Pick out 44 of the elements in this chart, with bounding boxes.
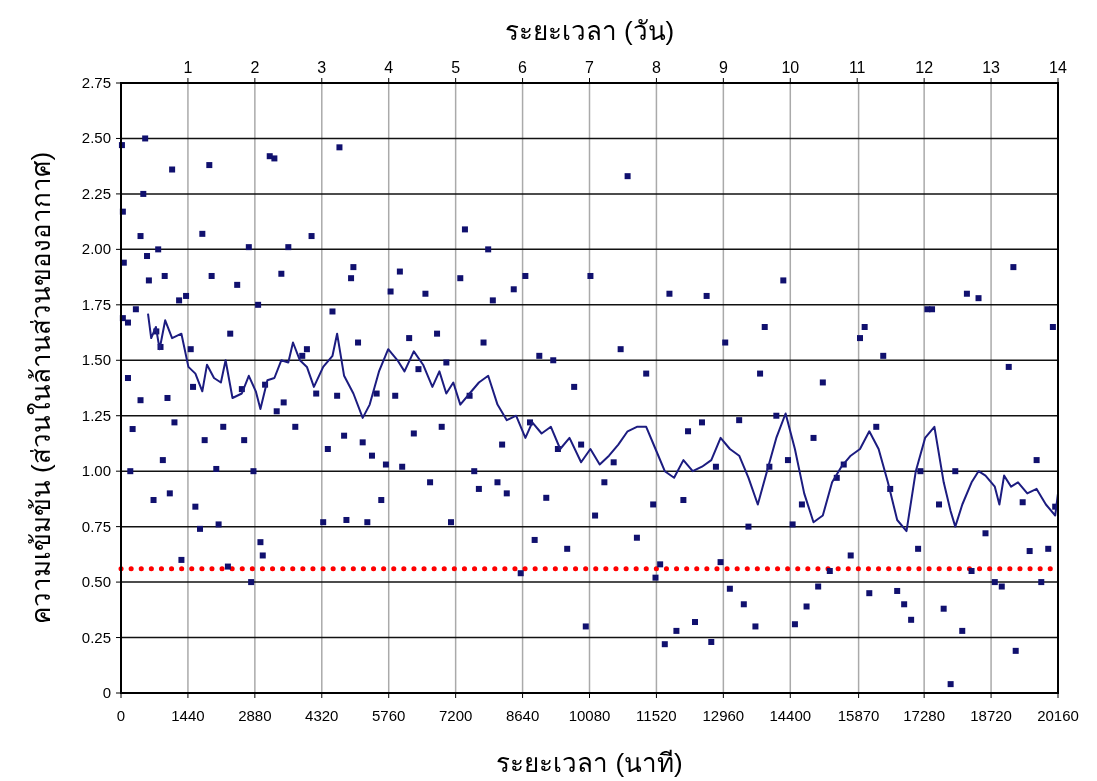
x2-tick-label: 7 (585, 59, 595, 76)
y-tick-label: 0 (102, 684, 111, 701)
x-tick-label: 4320 (305, 707, 339, 724)
y-tick-label: 1.75 (81, 295, 111, 313)
y-tick-label: 2.75 (81, 74, 111, 91)
y-tick-label: 2.50 (81, 129, 111, 147)
y-tick-label: 1.50 (81, 351, 111, 369)
x2-tick-label: 11 (848, 59, 866, 76)
x2-tick-label: 13 (982, 59, 1001, 76)
x2-tick-label: 4 (384, 59, 394, 76)
x-tick-label: 10080 (568, 707, 611, 724)
x-tick-label: 0 (116, 707, 126, 724)
y-tick-label: 2.25 (81, 184, 111, 202)
x2-tick-label: 6 (518, 59, 528, 76)
y-tick-label: 0.25 (81, 628, 111, 646)
x-tick-label: 11520 (636, 707, 677, 724)
x-axis-title: ระยะเวลา (นาที) (496, 748, 683, 778)
x-tick-label: 12960 (702, 707, 745, 724)
x2-tick-label: 14 (1049, 59, 1067, 76)
x-tick-label: 18720 (970, 707, 1012, 724)
y-tick-label: 1.25 (81, 406, 111, 424)
y-tick-label: 0.75 (81, 517, 111, 535)
x2-tick-label: 12 (915, 59, 934, 76)
x-tick-label: 5760 (372, 707, 406, 724)
y-tick-label: 1.00 (81, 462, 111, 480)
x-tick-label: 15870 (837, 707, 880, 724)
x2-axis-title: ระยะเวลา (วัน) (504, 16, 675, 46)
x-tick-label: 8640 (505, 707, 540, 724)
y-axis-title: ความเข้มข้น (ส่วนในล้านส่วนของอากาศ) (26, 151, 56, 625)
x2-tick-label: 1 (183, 59, 193, 76)
x-tick-label: 2880 (238, 707, 272, 724)
x-tick-label: 20160 (1037, 707, 1079, 724)
y-tick-label: 0.50 (81, 573, 111, 591)
x-tick-label: 17280 (903, 707, 945, 724)
x-tick-label: 14400 (769, 707, 812, 724)
x2-tick-label: 8 (651, 59, 661, 76)
x2-tick-label: 5 (451, 59, 461, 76)
x2-tick-label: 9 (718, 59, 728, 76)
x-tick-label: 7200 (438, 707, 473, 724)
x2-tick-label: 3 (317, 59, 327, 76)
y-tick-label: 2.00 (81, 240, 111, 258)
x2-tick-label: 10 (781, 59, 800, 76)
x2-tick-label: 2 (250, 59, 260, 76)
x-tick-label: 1440 (171, 707, 205, 724)
